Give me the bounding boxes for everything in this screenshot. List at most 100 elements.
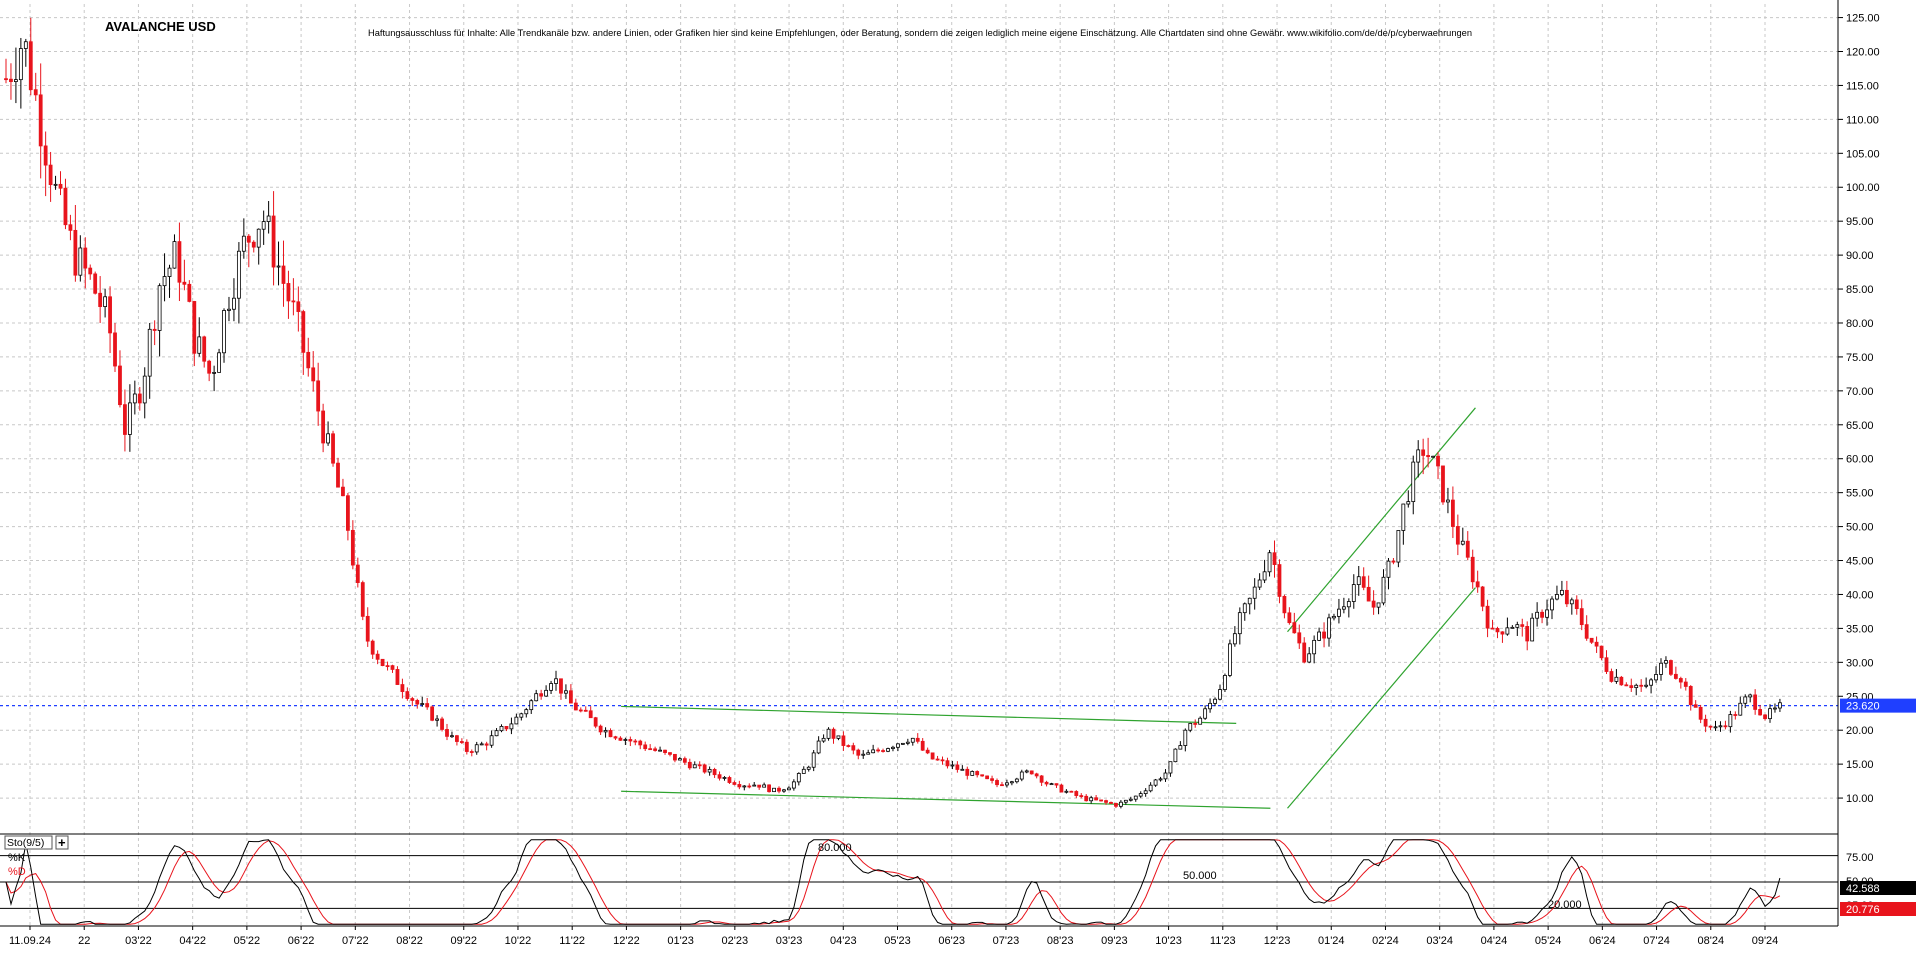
candle [712, 767, 717, 778]
x-tick-label: 10'23 [1155, 935, 1182, 947]
candle [1143, 788, 1148, 797]
candle [742, 785, 747, 791]
candle [1703, 714, 1708, 733]
price-marker-label: 23.620 [1846, 701, 1880, 713]
candle [1252, 578, 1257, 610]
stoch-d-line [5, 839, 1781, 925]
candle [861, 750, 866, 759]
candle [1609, 668, 1614, 683]
candle [459, 738, 464, 745]
candle [816, 736, 821, 755]
candle [380, 658, 385, 667]
candle [1505, 617, 1510, 636]
candle [1005, 779, 1009, 788]
candle [995, 778, 999, 788]
candle [613, 735, 618, 741]
candle [58, 171, 63, 196]
candle [1272, 540, 1277, 578]
x-tick-label: 12'22 [613, 935, 640, 947]
candle [331, 430, 335, 467]
candle [965, 766, 970, 780]
candle [43, 131, 48, 197]
x-tick-label: 07'22 [342, 935, 369, 947]
candle [1733, 711, 1738, 720]
candle [1366, 575, 1371, 602]
candle [1426, 437, 1431, 468]
candle [1277, 559, 1282, 604]
price-marker [1840, 698, 1916, 713]
indicator-box[interactable] [4, 835, 53, 850]
candle [375, 650, 380, 665]
candle [1560, 580, 1564, 597]
x-tick-label: 22 [78, 935, 90, 947]
x-tick-label: 12'23 [1264, 935, 1291, 947]
candle [1232, 626, 1237, 647]
candle [177, 222, 182, 302]
candle [881, 748, 885, 753]
y-tick-label: 50.00 [1846, 522, 1874, 534]
y-tick-label: 110.00 [1846, 114, 1879, 126]
stoch-k-line [5, 839, 1781, 925]
candle [1624, 682, 1629, 687]
candle [1753, 689, 1758, 715]
candle [767, 784, 771, 793]
candle [440, 716, 444, 732]
candle [1664, 656, 1668, 668]
x-tick-label: 02'23 [722, 935, 749, 947]
k-value-label: 42.588 [1846, 883, 1880, 895]
candle [1178, 741, 1183, 750]
y-tick-label: 55.00 [1846, 488, 1874, 500]
candle [14, 47, 18, 104]
candle [1163, 769, 1168, 782]
y-tick-label: 35.00 [1846, 623, 1874, 635]
candle [98, 276, 103, 323]
candle [1520, 618, 1525, 637]
candle [663, 749, 667, 755]
candle [445, 723, 449, 741]
candle [985, 775, 990, 780]
level-20-label: 20.000 [1548, 899, 1582, 911]
candle [28, 17, 33, 96]
candle [1500, 631, 1505, 643]
stoch-axis-75: 75.00 [1846, 852, 1874, 864]
candle [1138, 791, 1143, 798]
x-tick-label: 04'22 [179, 935, 206, 947]
candle [891, 745, 895, 752]
candle [1599, 645, 1604, 661]
candle [38, 63, 43, 179]
x-tick-label: 10'22 [505, 935, 532, 947]
candle [717, 771, 722, 781]
candle [801, 766, 806, 774]
candle [643, 741, 648, 751]
candle [687, 758, 692, 770]
candle [1247, 597, 1252, 615]
candle [886, 747, 890, 753]
x-tick-label: 08'22 [396, 935, 423, 947]
candle [1421, 438, 1426, 475]
candle [1688, 685, 1693, 711]
k-legend: %K [8, 852, 26, 864]
candle [777, 786, 781, 794]
candle [588, 706, 593, 719]
candle [1515, 621, 1520, 636]
chart-title: AVALANCHE USD [105, 19, 216, 34]
y-tick-label: 45.00 [1846, 556, 1874, 568]
candle [152, 320, 157, 346]
candle [1094, 795, 1099, 801]
candle [400, 678, 405, 699]
x-tick-label: 06'23 [938, 935, 965, 947]
candle [1049, 782, 1054, 786]
candle [1341, 597, 1346, 614]
candle [1743, 694, 1748, 709]
candle [1748, 693, 1753, 703]
candle [1713, 720, 1718, 731]
candle [826, 727, 831, 741]
candle [1669, 659, 1673, 676]
candle [529, 699, 534, 714]
candle [568, 684, 573, 704]
candle [1629, 678, 1634, 692]
indicator-add-button[interactable] [55, 835, 69, 850]
candle [113, 323, 117, 372]
candle [410, 696, 415, 706]
y-tick-label: 80.00 [1846, 318, 1874, 330]
